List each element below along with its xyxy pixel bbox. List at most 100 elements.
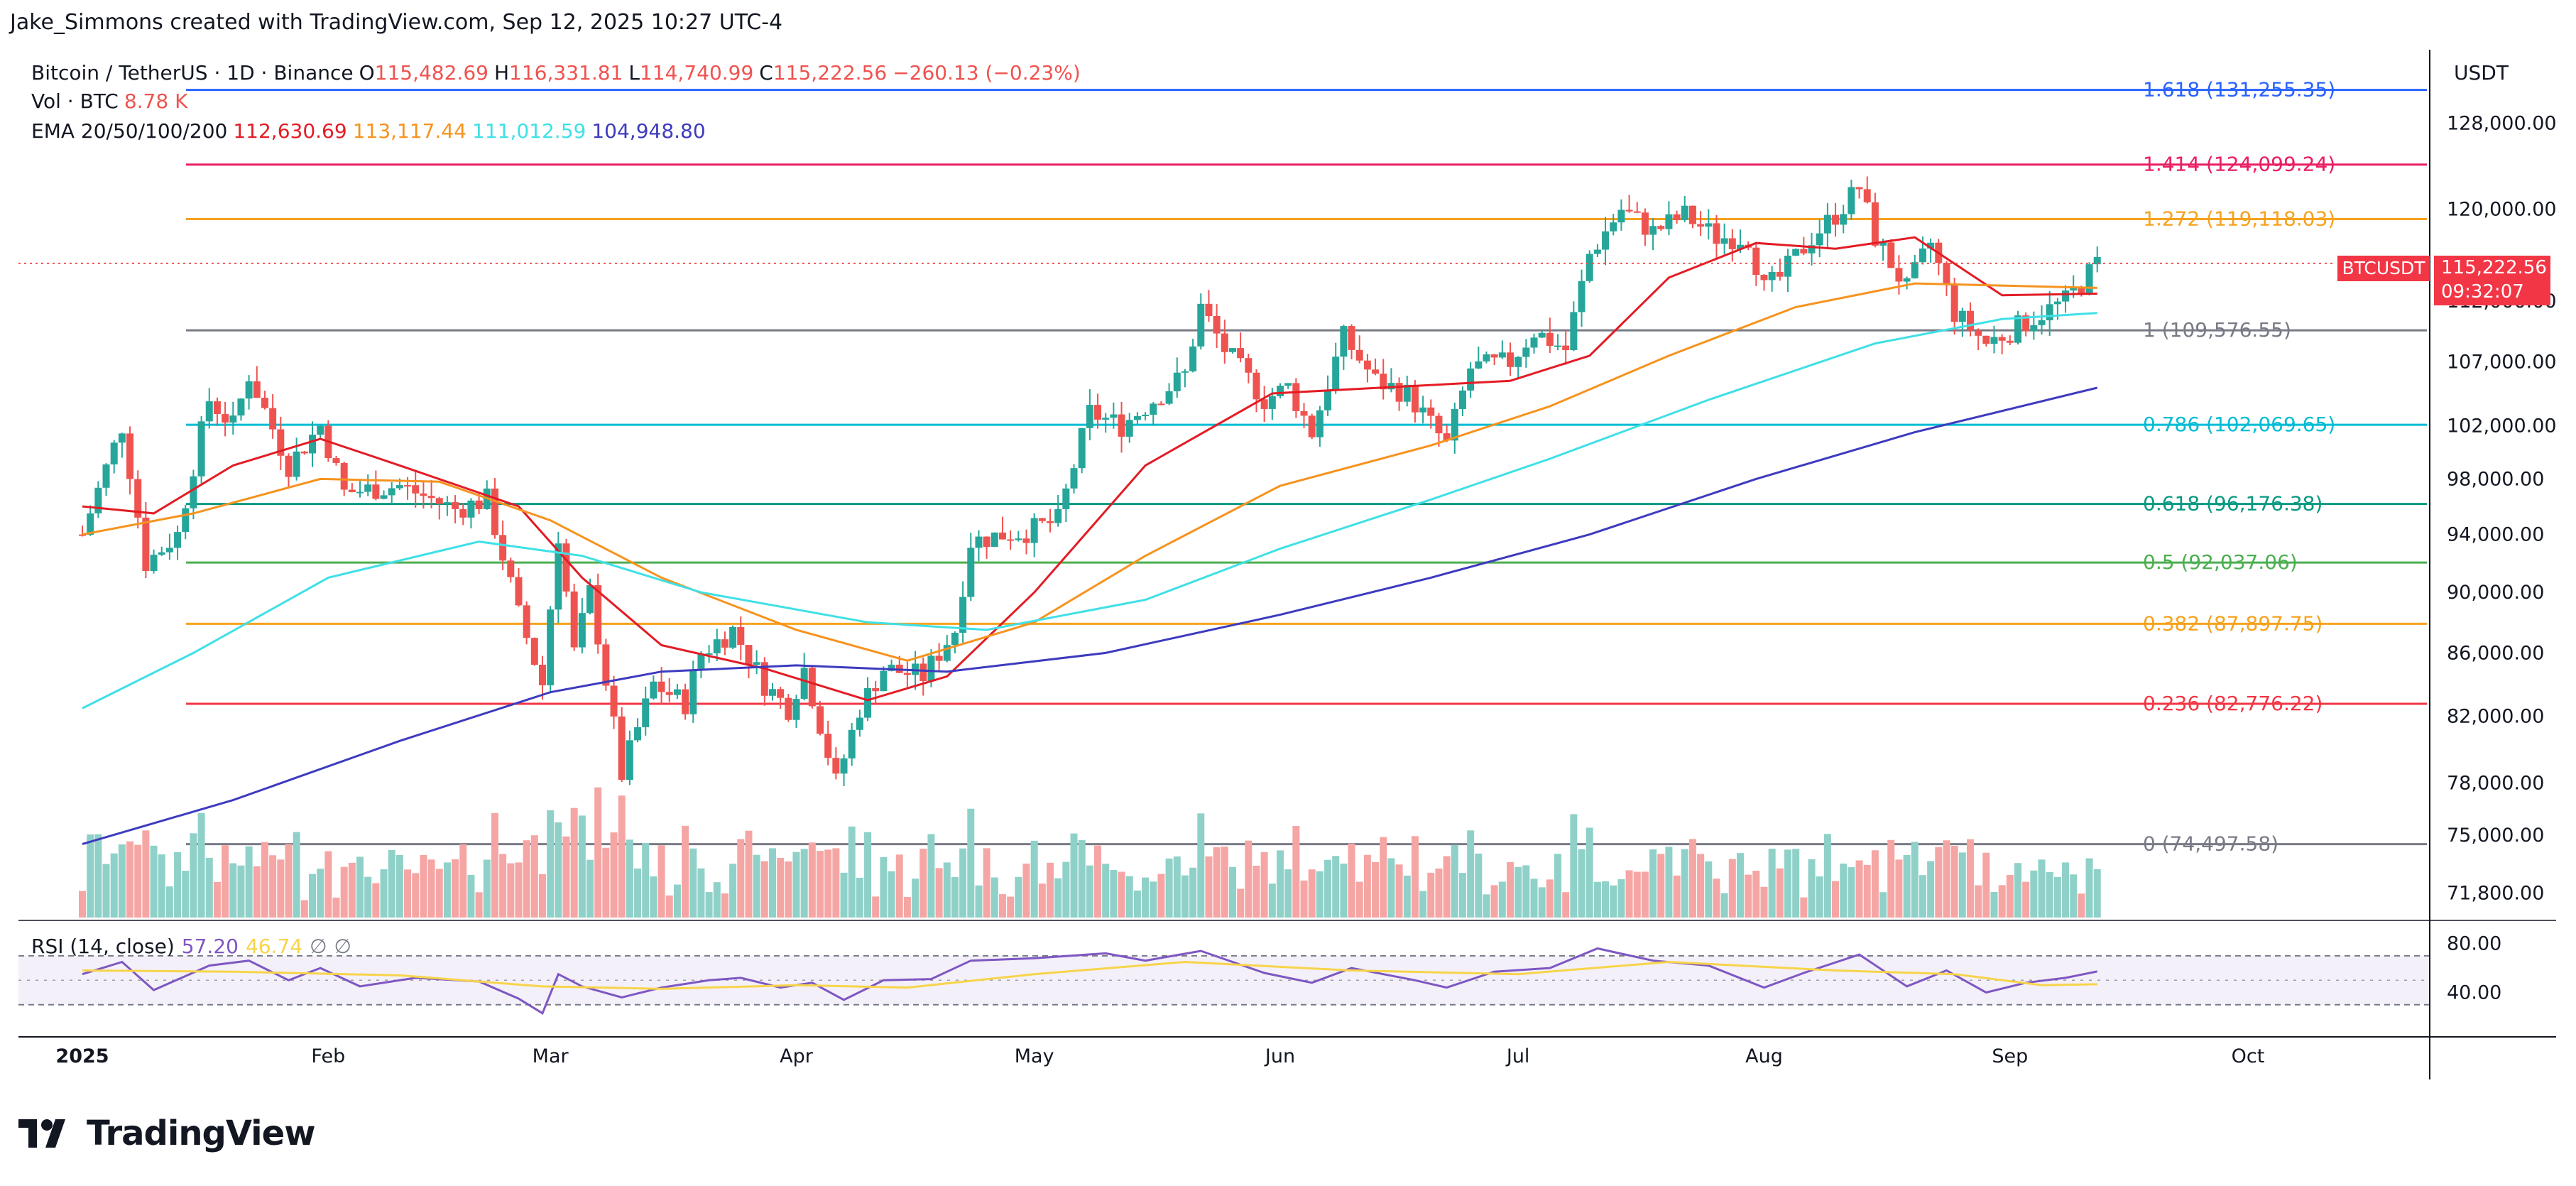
volume-bar — [1086, 865, 1093, 918]
candle-body — [1252, 372, 1260, 400]
volume-bar — [300, 900, 308, 918]
candle-body — [626, 740, 633, 780]
x-tick-label-1: Feb — [311, 1045, 345, 1067]
volume-bar — [1276, 850, 1284, 918]
ema-label[interactable]: EMA 20/50/100/200 — [31, 119, 228, 143]
candle-body — [1800, 249, 1808, 254]
candle-body — [2030, 325, 2038, 332]
candle-body — [1268, 396, 1276, 409]
volume-bar — [975, 885, 983, 918]
candle-body — [1078, 428, 1086, 469]
candle-body — [197, 421, 205, 477]
tradingview-logo[interactable]: TradingView — [18, 1112, 316, 1155]
volume-bar — [1586, 827, 1593, 918]
volume-bar — [880, 856, 888, 918]
candle-body — [1570, 312, 1578, 350]
volume-bar — [912, 878, 919, 918]
x-tick-label-4: May — [1015, 1045, 1054, 1067]
volume-bar — [1173, 856, 1181, 918]
volume-bar — [990, 877, 998, 918]
volume-bar — [1927, 861, 1935, 918]
candle-body — [2085, 264, 2093, 294]
candle-body — [1133, 415, 1141, 420]
candle-body — [126, 433, 134, 479]
volume-bar — [356, 856, 364, 918]
x-tick-label-0: 2025 — [55, 1045, 109, 1067]
candle-body — [1157, 403, 1165, 406]
fib-label-1: 1.414 (124,099.24) — [2143, 153, 2335, 176]
close-value: 115,222.56 — [773, 61, 888, 85]
candle-body — [523, 605, 530, 638]
volume-bar — [1593, 881, 1601, 918]
candle-body — [1768, 272, 1776, 281]
volume-bar — [626, 839, 633, 918]
volume-bar — [1935, 847, 1943, 918]
chart-credit: Jake_Simmons created with TradingView.co… — [10, 10, 783, 35]
volume-bar — [840, 872, 848, 918]
y-tick-label-4: 102,000.00 — [2447, 415, 2557, 437]
fib-label-4: 0.786 (102,069.65) — [2143, 413, 2335, 436]
volume-bar — [134, 844, 142, 918]
candle-body — [1816, 233, 1823, 246]
volume-bar — [1118, 871, 1125, 918]
low-value: 114,740.99 — [639, 61, 754, 85]
fibonacci-levels: 1.618 (131,255.35) 1.414 (124,099.24) 1.27… — [186, 78, 2427, 856]
volume-bar — [1808, 859, 1816, 918]
candle-body — [848, 729, 856, 758]
volume-bar — [1776, 868, 1784, 918]
candle-body — [1855, 187, 1863, 190]
volume-bar — [340, 866, 348, 918]
volume-bar — [610, 832, 618, 918]
volume-bar — [1157, 874, 1165, 918]
volume-bar — [222, 845, 229, 918]
candle-body — [515, 577, 523, 606]
volume-bar — [1205, 856, 1213, 918]
volume-bar — [998, 894, 1006, 918]
rsi-label[interactable]: RSI (14, close) — [31, 935, 175, 958]
volume-bar — [205, 857, 213, 918]
candle-body — [1380, 374, 1387, 390]
candle-body — [1515, 357, 1522, 367]
volume-bar — [1752, 871, 1760, 918]
volume-bar — [1125, 876, 1133, 918]
candle-body — [657, 681, 665, 692]
volume-bar — [1451, 844, 1458, 918]
ema-line-1 — [82, 236, 2097, 702]
volume-bar — [1578, 849, 1586, 918]
volume-bar — [785, 861, 792, 918]
volume-bar — [1720, 893, 1728, 918]
volume-bar — [1697, 854, 1705, 918]
candle-body — [610, 685, 618, 717]
candle-body — [602, 644, 610, 686]
candle-body — [1150, 403, 1157, 415]
volume-bar — [79, 891, 86, 918]
volume-bar — [165, 886, 173, 918]
ema100-value: 111,012.59 — [472, 119, 586, 143]
candle-body — [1720, 238, 1728, 244]
volume-label[interactable]: Vol · BTC — [31, 89, 119, 113]
volume-bar — [729, 864, 737, 918]
volume-bar — [142, 830, 150, 918]
volume-bar — [2038, 859, 2046, 918]
candle-body — [1142, 414, 1150, 416]
volume-bar — [261, 842, 268, 918]
volume-bar — [1625, 870, 1633, 918]
candle-body — [229, 415, 237, 423]
rsi-ma-line — [82, 960, 2097, 990]
volume-bar — [94, 834, 102, 918]
volume-bar — [745, 830, 753, 918]
ema50-value: 113,117.44 — [352, 119, 467, 143]
volume-bar — [285, 844, 293, 918]
high-label: H — [493, 61, 510, 85]
candle-body — [1300, 410, 1308, 416]
volume-bar — [1483, 894, 1490, 918]
symbol-name[interactable]: Bitcoin / TetherUS · 1D · Binance — [31, 61, 354, 85]
candle-body — [1458, 390, 1466, 409]
volume-bar — [507, 863, 515, 918]
candle-body — [634, 727, 642, 741]
candle-body — [1990, 337, 1998, 344]
volume-bar — [2006, 875, 2014, 918]
currency-label[interactable]: USDT — [2454, 61, 2509, 85]
x-tick-label-2: Mar — [533, 1045, 569, 1067]
